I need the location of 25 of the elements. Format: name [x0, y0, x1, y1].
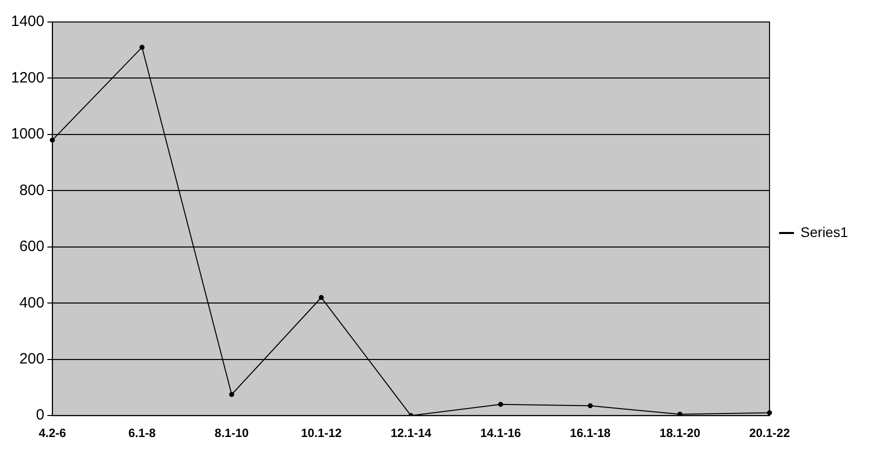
x-tick-label: 10.1-12 [300, 426, 342, 440]
point [767, 410, 772, 416]
y-tick-label: 200 [19, 350, 44, 368]
y-tick-label: 800 [19, 182, 44, 199]
legend-label: Series1 [800, 224, 848, 240]
x-tick-label: 6.1-8 [128, 426, 156, 440]
x-tick-label: 20.1-22 [749, 426, 790, 440]
y-tick-label: 600 [19, 238, 44, 256]
y-tick-label: 1200 [10, 69, 44, 86]
x-tick-label: 4.2-6 [38, 426, 66, 440]
x-tick-label: 16.1-18 [570, 426, 611, 440]
x-tick-label: 12.1-14 [390, 426, 432, 440]
point [318, 295, 324, 300]
y-tick-label: 1400 [10, 13, 44, 30]
x-tick-label: 14.1-16 [480, 426, 522, 440]
point [140, 44, 145, 50]
point [498, 402, 504, 407]
point [50, 138, 55, 143]
y-tick-label: 0 [36, 406, 44, 424]
y-tick-label: 1000 [10, 126, 44, 143]
x-tick-label: 8.1-10 [214, 426, 249, 440]
point [588, 403, 593, 408]
x-tick-label: 18.1-20 [660, 426, 701, 440]
point [229, 392, 234, 398]
y-tick-label: 400 [19, 294, 44, 312]
